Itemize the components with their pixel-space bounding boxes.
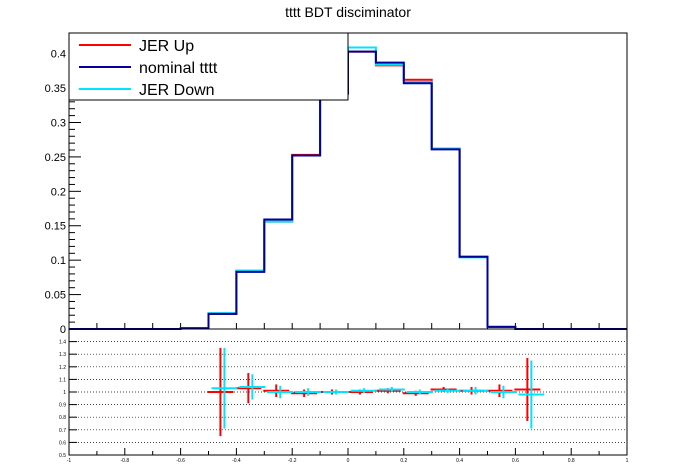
ratio-x-tick-label: 0.6: [512, 458, 519, 464]
y-tick-label: 0.25: [45, 152, 66, 164]
legend: JER Up nominal tttt JER Down: [68, 32, 349, 101]
y-tick-label: 0: [60, 324, 66, 336]
y-tick-label: 0.05: [45, 290, 66, 302]
ratio-x-tick-label: -0.6: [176, 458, 185, 464]
ratio-panel: 0.50.60.70.80.911.11.21.31.4 -1 -0.8 -0.6-…: [59, 328, 629, 464]
y-tick-label: 0.2: [51, 186, 66, 198]
ratio-y-tick-label: 0.7: [59, 428, 66, 434]
ratio-x-tick-label: 1: [626, 458, 629, 464]
ratio-x-tick-label: 0.2: [400, 458, 407, 464]
legend-label: nominal tttt: [139, 60, 218, 77]
ratio-x-tick-label: -1: [67, 458, 72, 464]
ratio-y-tick-label: 1: [63, 390, 66, 396]
legend-label: JER Down: [139, 82, 215, 99]
y-tick-label: 0.4: [51, 49, 66, 61]
ratio-x-axis: -1 -0.8 -0.6 -0.4 -0.2 0 0.2 0.4 0.6 0.8 1: [67, 448, 629, 464]
ratio-x-tick-label: -0.8: [120, 458, 129, 464]
y-tick-label: 0.35: [45, 83, 66, 95]
ratio-y-tick-label: 0.5: [59, 453, 66, 459]
y-tick-label: 0.15: [45, 221, 66, 233]
ratio-x-tick-label: -0.4: [232, 458, 241, 464]
ratio-x-tick-label: 0.8: [568, 458, 575, 464]
legend-label: JER Up: [139, 38, 194, 55]
ratio-gridlines: [69, 341, 627, 456]
ratio-x-tick-label: 0.4: [456, 458, 463, 464]
chart-title: tttt BDT disciminator: [285, 4, 411, 20]
ratio-y-tick-label: 0.9: [59, 403, 66, 409]
ratio-y-tick-label: 1.2: [59, 365, 66, 371]
ratio-x-tick-label: 0: [347, 458, 350, 464]
y-tick-label: 0.1: [51, 255, 66, 267]
histogram-panel: 0 0.05 0.1 0.15 0.2 0.25 0.3 0.35 0.4 JER Up nomi…: [45, 32, 628, 336]
ratio-y-axis: 0.5 0.6 0.7 0.8 0.9 1 1.1 1.2 1.3 1.4: [59, 340, 77, 459]
ratio-y-tick-label: 1.3: [59, 352, 66, 358]
ratio-x-tick-label: -0.2: [288, 458, 297, 464]
y-tick-label: 0.3: [51, 117, 66, 129]
ratio-series-group: [207, 347, 545, 437]
ratio-y-tick-label: 1.1: [59, 377, 66, 383]
ratio-y-tick-label: 0.6: [59, 440, 66, 446]
ratio-y-tick-label: 0.8: [59, 415, 66, 421]
ratio-y-tick-label: 1.4: [59, 340, 66, 346]
